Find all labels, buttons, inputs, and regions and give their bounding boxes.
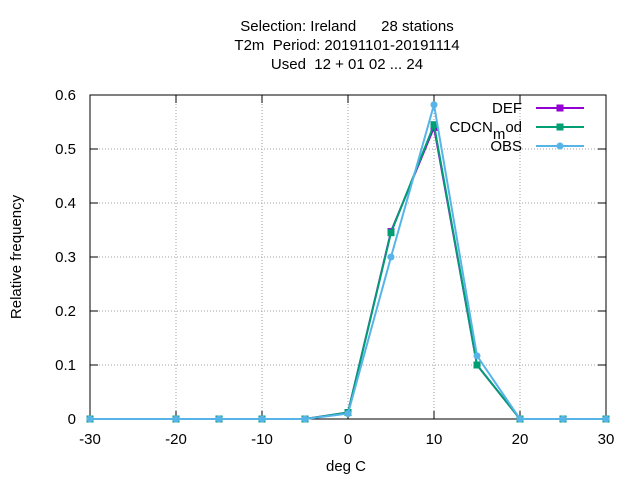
data-point — [86, 415, 94, 423]
series-line — [90, 104, 606, 420]
x-tick-label: -20 — [165, 431, 187, 448]
chart-title-line-1: Selection: Ireland 28 stations — [240, 18, 454, 35]
x-tick-label: 30 — [598, 431, 615, 448]
x-tick-label: -30 — [79, 431, 101, 448]
y-tick-label: 0.3 — [55, 249, 76, 266]
x-tick-label: 20 — [512, 431, 529, 448]
data-point — [387, 229, 395, 237]
data-point — [602, 415, 610, 423]
data-point — [430, 121, 438, 129]
data-point — [215, 415, 223, 423]
grid-lines — [90, 95, 606, 419]
legend-marker — [556, 123, 564, 131]
x-tick-label: 0 — [344, 431, 352, 448]
y-tick-label: 0.6 — [55, 87, 76, 104]
x-tick-label: -10 — [251, 431, 273, 448]
data-point — [258, 415, 266, 423]
y-tick-label: 0.4 — [55, 195, 76, 212]
chart-title-line-3: Used 12 + 01 02 ... 24 — [270, 56, 424, 73]
x-tick-label: 10 — [426, 431, 443, 448]
axis-ticks: 0 0.1 0.2 0.3 0.4 0.5 0.6 -30 -20 -10 0 10 20 30 — [55, 87, 614, 448]
legend-label: OBS — [490, 138, 522, 155]
y-axis-label: Relative frequency — [8, 194, 25, 319]
data-point — [559, 415, 567, 423]
data-point — [344, 410, 352, 418]
legend-label: DEF — [492, 100, 522, 117]
data-point — [301, 415, 309, 423]
series-line — [90, 123, 606, 420]
legend-marker — [556, 104, 564, 112]
y-tick-label: 0.1 — [55, 357, 76, 374]
data-point — [172, 415, 180, 423]
y-tick-label: 0.5 — [55, 141, 76, 158]
data-point — [473, 361, 481, 369]
legend-marker — [556, 142, 564, 150]
data-point — [430, 101, 438, 109]
chart-title-line-2: T2m Period: 20191101-20191114 — [234, 37, 460, 54]
data-point — [516, 415, 524, 423]
x-axis-label: deg C — [326, 458, 366, 475]
series-group — [86, 101, 610, 423]
y-tick-label: 0 — [68, 411, 76, 428]
y-tick-label: 0.2 — [55, 303, 76, 320]
legend-label: CDCNmod — [449, 119, 522, 143]
data-point — [387, 253, 395, 261]
data-point — [473, 352, 481, 360]
